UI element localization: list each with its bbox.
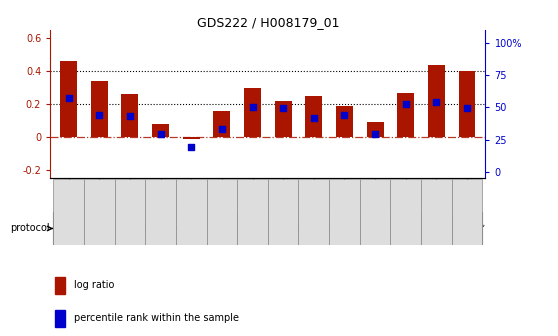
Text: percentile rank within the sample: percentile rank within the sample: [74, 313, 239, 324]
FancyBboxPatch shape: [237, 212, 421, 245]
Bar: [305, 96, 323, 137]
Point: [371, 131, 379, 136]
Bar: [397, 93, 414, 137]
FancyBboxPatch shape: [391, 179, 421, 245]
Bar: [336, 106, 353, 137]
Point: [64, 95, 73, 100]
FancyBboxPatch shape: [268, 179, 299, 245]
Text: unamplified cDNA: unamplified cDNA: [104, 224, 186, 233]
Text: log ratio: log ratio: [74, 280, 114, 290]
Text: amplified RNA, one round: amplified RNA, one round: [271, 224, 387, 233]
FancyBboxPatch shape: [421, 179, 452, 245]
Point: [463, 105, 472, 111]
Point: [156, 131, 165, 136]
Point: [278, 105, 287, 111]
FancyBboxPatch shape: [237, 179, 268, 245]
Point: [340, 113, 349, 118]
Bar: [55, 310, 65, 327]
Point: [126, 113, 134, 118]
Bar: [55, 277, 65, 294]
Bar: [244, 88, 261, 137]
Bar: [183, 137, 200, 139]
Bar: [91, 81, 108, 137]
Point: [95, 113, 104, 118]
FancyBboxPatch shape: [176, 179, 206, 245]
Point: [309, 116, 318, 121]
Point: [248, 104, 257, 110]
Point: [401, 101, 410, 107]
FancyBboxPatch shape: [360, 179, 391, 245]
Bar: [152, 124, 169, 137]
FancyBboxPatch shape: [53, 212, 237, 245]
Bar: [367, 122, 383, 137]
Text: amplified RNA,
two rounds: amplified RNA, two rounds: [418, 219, 485, 238]
Bar: [428, 65, 445, 137]
Bar: [60, 61, 77, 137]
FancyBboxPatch shape: [421, 212, 483, 245]
FancyBboxPatch shape: [53, 179, 84, 245]
Bar: [213, 111, 230, 137]
Bar: [459, 71, 475, 137]
FancyBboxPatch shape: [299, 179, 329, 245]
FancyBboxPatch shape: [84, 179, 114, 245]
Text: protocol: protocol: [10, 223, 50, 234]
Point: [218, 126, 227, 131]
FancyBboxPatch shape: [145, 179, 176, 245]
FancyBboxPatch shape: [206, 179, 237, 245]
FancyBboxPatch shape: [452, 179, 483, 245]
Point: [187, 144, 196, 150]
Title: GDS222 / H008179_01: GDS222 / H008179_01: [196, 16, 339, 29]
FancyBboxPatch shape: [329, 179, 360, 245]
FancyBboxPatch shape: [114, 179, 145, 245]
Bar: [122, 94, 138, 137]
Bar: [275, 101, 292, 137]
Point: [432, 99, 441, 104]
